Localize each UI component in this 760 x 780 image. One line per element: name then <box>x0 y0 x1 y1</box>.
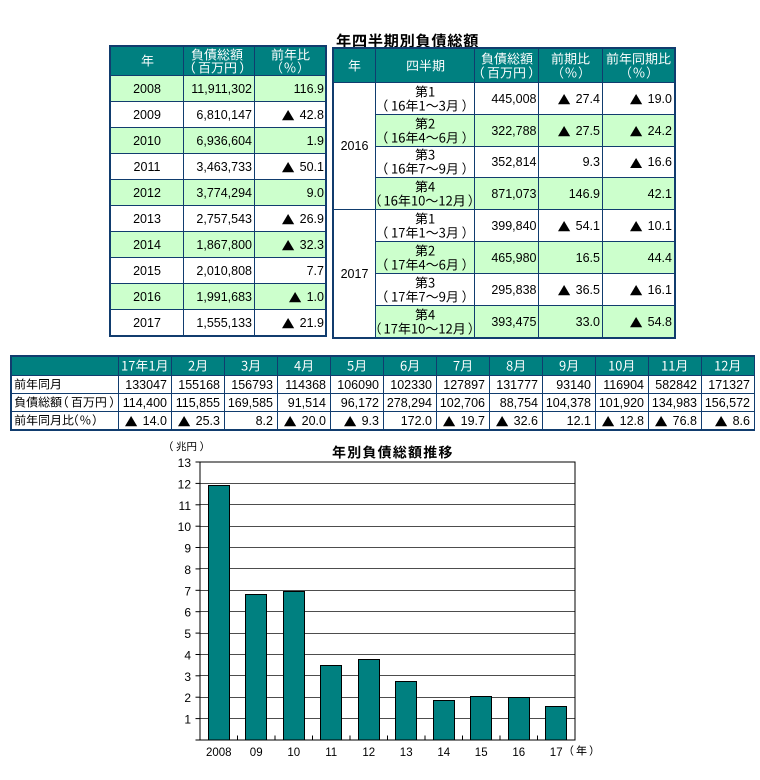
svg-text:17: 17 <box>550 747 563 759</box>
svg-text:15: 15 <box>475 747 488 759</box>
svg-text:12: 12 <box>362 747 375 759</box>
svg-text:5: 5 <box>184 627 191 641</box>
svg-text:7: 7 <box>184 584 191 598</box>
svg-text:14: 14 <box>437 747 450 759</box>
svg-text:8: 8 <box>184 563 191 577</box>
svg-text:2008: 2008 <box>206 747 232 759</box>
svg-text:10: 10 <box>178 520 192 534</box>
svg-text:11: 11 <box>325 747 337 759</box>
svg-text:12: 12 <box>178 477 192 491</box>
svg-text:3: 3 <box>184 670 191 684</box>
svg-text:13: 13 <box>400 747 413 759</box>
svg-text:1: 1 <box>184 713 191 727</box>
svg-text:13: 13 <box>178 456 192 470</box>
svg-text:4: 4 <box>184 649 191 663</box>
svg-text:10: 10 <box>287 747 300 759</box>
svg-text:2: 2 <box>184 691 191 705</box>
svg-text:11: 11 <box>179 499 192 513</box>
svg-text:6: 6 <box>184 606 191 620</box>
svg-text:9: 9 <box>184 542 191 556</box>
svg-text:16: 16 <box>512 747 525 759</box>
svg-text:09: 09 <box>250 747 263 759</box>
